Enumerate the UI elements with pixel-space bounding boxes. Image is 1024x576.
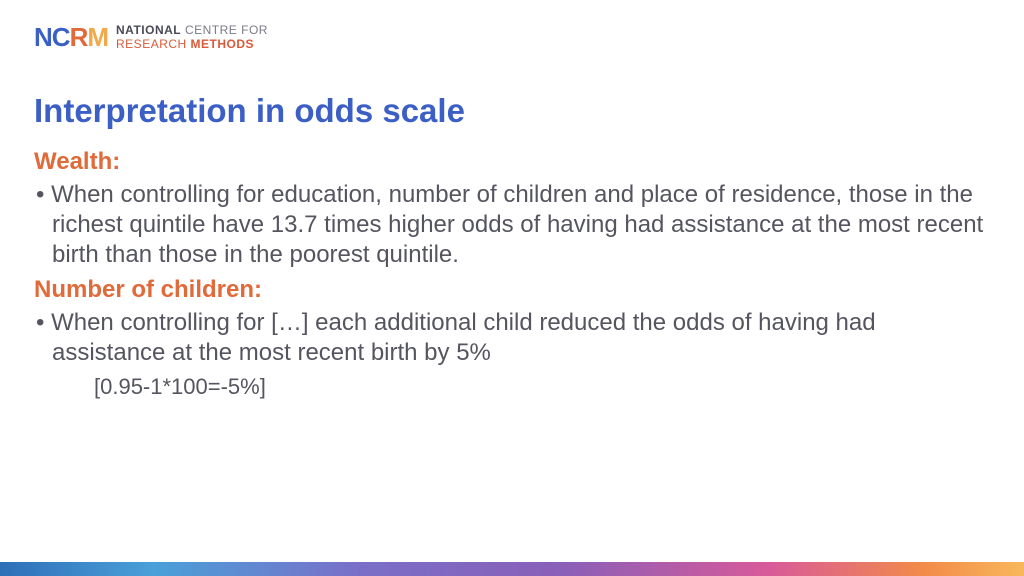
logo-line2-light: RESEARCH bbox=[116, 37, 191, 51]
slide-content: Interpretation in odds scale Wealth: Whe… bbox=[34, 92, 984, 400]
logo-mark: N C R M bbox=[34, 22, 108, 53]
footer-gradient-bar bbox=[0, 562, 1024, 576]
section1-heading: Wealth: bbox=[34, 148, 984, 176]
section1-bullet: When controlling for education, number o… bbox=[34, 180, 984, 270]
logo-letter-m: M bbox=[87, 22, 108, 53]
logo-letter-r: R bbox=[70, 22, 88, 53]
section2-bullet: When controlling for […] each additional… bbox=[34, 308, 984, 368]
slide-title: Interpretation in odds scale bbox=[34, 92, 984, 130]
logo-line1-light: CENTRE FOR bbox=[181, 23, 268, 37]
logo-letter-c: C bbox=[52, 22, 70, 53]
logo-line2-bold: METHODS bbox=[191, 37, 255, 51]
logo-line1-bold: NATIONAL bbox=[116, 23, 181, 37]
section2-heading: Number of children: bbox=[34, 276, 984, 304]
logo-letter-n: N bbox=[34, 22, 52, 53]
logo: N C R M NATIONAL CENTRE FOR RESEARCH MET… bbox=[34, 22, 268, 53]
calculation-note: [0.95-1*100=-5%] bbox=[34, 374, 984, 400]
logo-text: NATIONAL CENTRE FOR RESEARCH METHODS bbox=[116, 24, 268, 50]
